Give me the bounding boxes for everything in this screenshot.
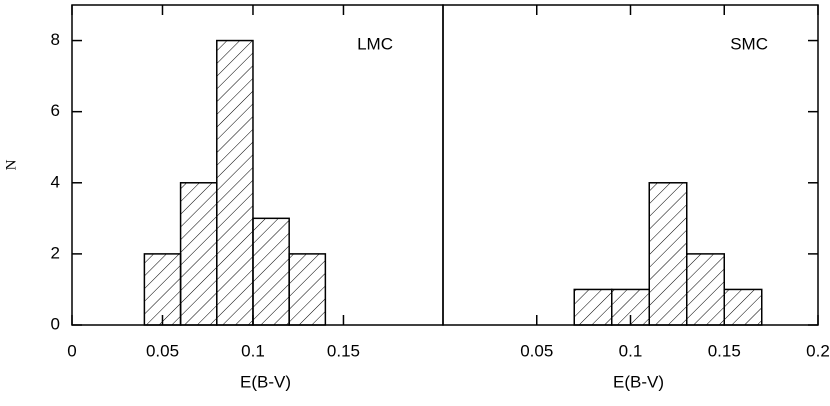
- x-tick-label: 0.1: [619, 341, 643, 360]
- bar: [648, 182, 688, 326]
- bar: [723, 288, 763, 326]
- y-tick-label: 4: [51, 172, 60, 191]
- bar: [288, 253, 327, 326]
- bar: [252, 217, 290, 326]
- x-tick-label: 0.05: [146, 341, 179, 360]
- x-tick-label: 0.2: [806, 341, 830, 360]
- x-tick-label: 0.15: [708, 341, 741, 360]
- x-tick-label: 0.1: [241, 341, 265, 360]
- y-tick-label: 8: [51, 30, 60, 49]
- annotation: SMC: [730, 34, 768, 53]
- y-tick-label: 6: [51, 101, 60, 120]
- x-axis-label: E(B-V): [613, 372, 664, 391]
- x-axis-label: E(B-V): [240, 372, 291, 391]
- y-axis-label: N: [3, 159, 19, 170]
- x-tick-label: 0.15: [327, 341, 360, 360]
- y-tick-label: 2: [51, 243, 60, 262]
- y-tick-label: 0: [51, 314, 60, 333]
- bar: [686, 253, 725, 326]
- bar: [179, 182, 218, 326]
- annotation: LMC: [357, 34, 393, 53]
- bar: [573, 288, 613, 326]
- bar: [143, 253, 182, 326]
- x-tick-label: 0: [67, 341, 76, 360]
- bar: [216, 39, 254, 326]
- x-tick-label: 0.05: [520, 341, 553, 360]
